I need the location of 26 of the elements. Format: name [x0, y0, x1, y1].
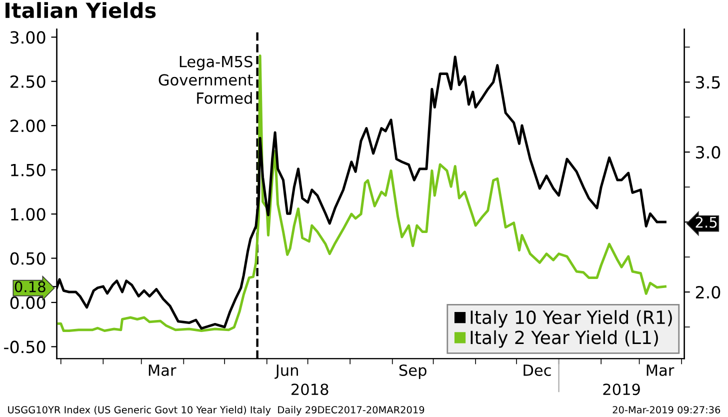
y-tick-label: 3.00: [10, 31, 46, 44]
y2-tick-label: 3.0: [696, 146, 720, 159]
x-tick-label: Mar: [646, 364, 674, 376]
y2-tick-label: 2.5: [696, 216, 717, 228]
y-tick-label: 2.50: [10, 75, 46, 88]
x-tick-label: Mar: [148, 364, 176, 376]
x-tick-label: Jun: [274, 364, 298, 379]
y2-tick-label: 2.0: [696, 286, 720, 299]
text: 2018: [292, 384, 328, 396]
y-tick-label: 0.50: [10, 252, 46, 265]
y2-tick-label: 3.5: [696, 76, 720, 89]
ref-line-label: Lega-M5S Government Formed: [158, 56, 253, 104]
text: 2019: [603, 384, 640, 396]
y-tick-label: -0.50: [4, 340, 46, 354]
x-tick-label: Dec: [524, 364, 551, 376]
y-tick-label: 0.18: [14, 281, 46, 292]
y-tick-label: 1.00: [11, 208, 46, 221]
chart-title: Italian Yields: [6, 2, 156, 18]
y-tick-label: 0.00: [10, 296, 46, 310]
y-tick-label: 1.50: [11, 164, 46, 176]
text: USGG10YR Index (US Generic Govt 10 Year Yield) Italy Daily 29DEC2017-20MAR2019: [8, 406, 424, 416]
x-tick-label: Sep: [399, 364, 426, 379]
legend-label: Italy 2 Year Yield (L1): [470, 330, 658, 348]
legend-label: Italy 10 Year Yield (R1): [470, 310, 672, 328]
text: 20-Mar-2019 09:27:36: [612, 406, 720, 414]
y-tick-label: 2.00: [10, 120, 46, 132]
